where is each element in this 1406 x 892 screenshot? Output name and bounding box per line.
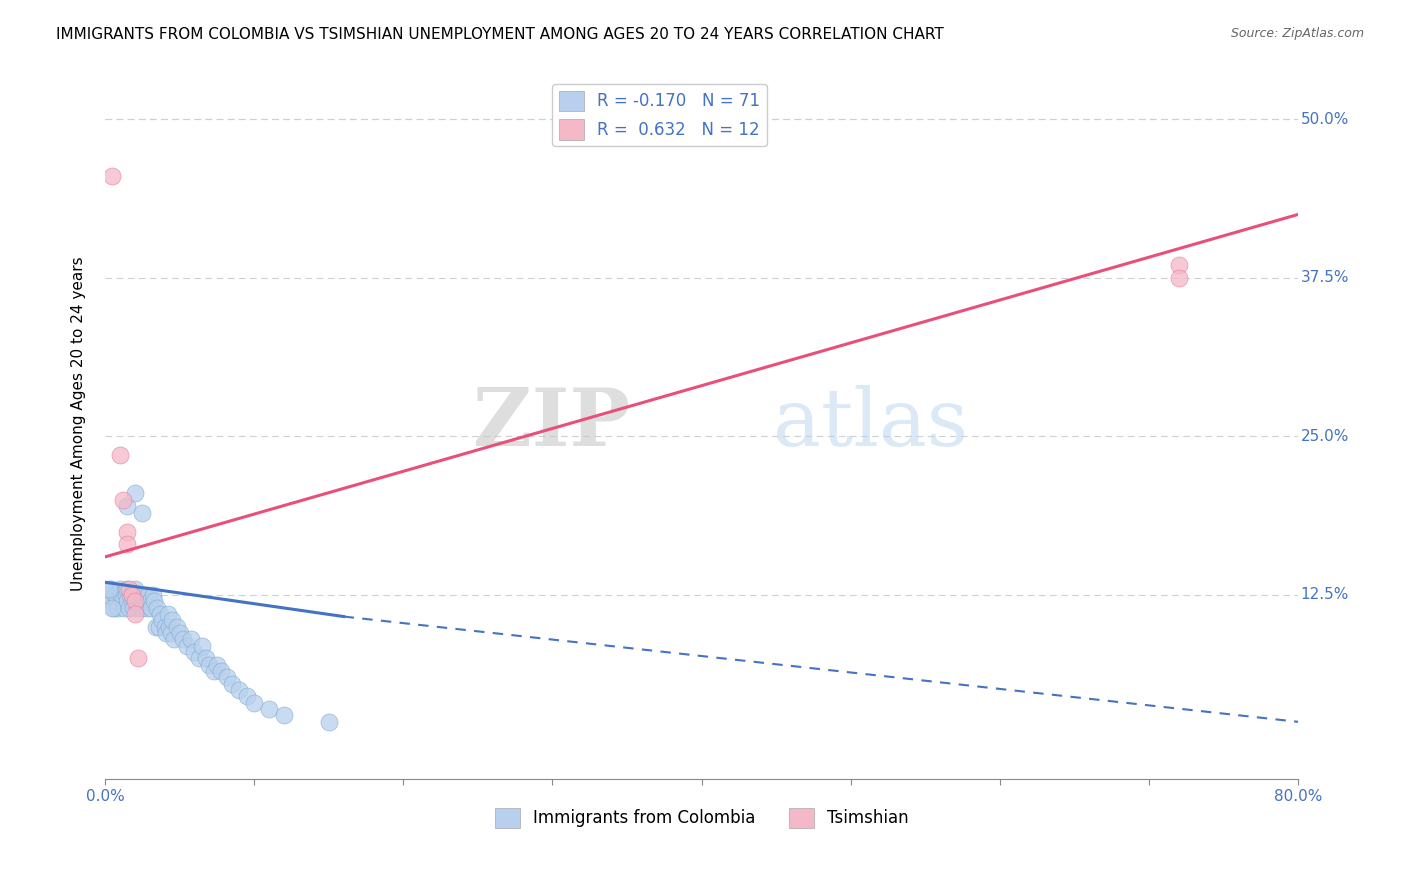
Text: ZIP: ZIP — [472, 384, 630, 463]
Point — [128, 588, 150, 602]
Point — [172, 632, 194, 647]
Point — [115, 588, 138, 602]
Point — [127, 651, 149, 665]
Point — [148, 620, 170, 634]
Point — [257, 702, 280, 716]
Point — [146, 600, 169, 615]
Point — [1167, 270, 1189, 285]
Point — [124, 588, 146, 602]
Text: 50.0%: 50.0% — [1301, 112, 1348, 127]
Point — [98, 588, 121, 602]
Point — [228, 683, 250, 698]
Text: IMMIGRANTS FROM COLOMBIA VS TSIMSHIAN UNEMPLOYMENT AMONG AGES 20 TO 24 YEARS COR: IMMIGRANTS FROM COLOMBIA VS TSIMSHIAN UN… — [56, 27, 943, 42]
Point — [103, 600, 125, 615]
Text: 25.0%: 25.0% — [1301, 429, 1348, 444]
Point — [162, 632, 184, 647]
Point — [108, 449, 131, 463]
Point — [117, 582, 139, 596]
Point — [101, 600, 124, 615]
Point — [124, 582, 146, 596]
Point — [195, 651, 218, 665]
Point — [141, 600, 163, 615]
Point — [188, 651, 211, 665]
Text: Source: ZipAtlas.com: Source: ZipAtlas.com — [1230, 27, 1364, 40]
Point — [117, 524, 139, 539]
Point — [131, 506, 153, 520]
Point — [217, 670, 239, 684]
Point — [156, 607, 179, 621]
Point — [157, 620, 180, 634]
Point — [205, 657, 228, 672]
Point — [101, 594, 124, 608]
Point — [183, 645, 205, 659]
Point — [125, 594, 148, 608]
Point — [118, 600, 141, 615]
Point — [159, 626, 181, 640]
Point — [155, 626, 177, 640]
Point — [160, 613, 183, 627]
Point — [1167, 258, 1189, 272]
Text: 12.5%: 12.5% — [1301, 588, 1348, 602]
Point — [124, 486, 146, 500]
Point — [124, 607, 146, 621]
Point — [149, 607, 172, 621]
Point — [117, 499, 139, 513]
Point — [191, 639, 214, 653]
Point — [169, 626, 191, 640]
Point — [202, 664, 225, 678]
Point — [153, 620, 176, 634]
Point — [100, 582, 122, 596]
Point — [209, 664, 232, 678]
Y-axis label: Unemployment Among Ages 20 to 24 years: Unemployment Among Ages 20 to 24 years — [72, 256, 86, 591]
Point — [143, 594, 166, 608]
Point — [112, 600, 135, 615]
Point — [198, 657, 221, 672]
Point — [120, 588, 142, 602]
Text: atlas: atlas — [773, 384, 969, 463]
Point — [104, 588, 127, 602]
Point — [166, 620, 188, 634]
Point — [145, 620, 167, 634]
Point — [136, 588, 159, 602]
Point — [111, 594, 134, 608]
Point — [221, 677, 243, 691]
Point — [127, 600, 149, 615]
Point — [134, 594, 156, 608]
Point — [135, 600, 157, 615]
Point — [118, 582, 141, 596]
Point — [132, 588, 155, 602]
Point — [235, 690, 257, 704]
Point — [108, 582, 131, 596]
Point — [111, 492, 134, 507]
Point — [124, 594, 146, 608]
Point — [107, 600, 129, 615]
Text: 37.5%: 37.5% — [1301, 270, 1348, 285]
Point — [98, 582, 121, 596]
Point — [117, 537, 139, 551]
Point — [318, 714, 340, 729]
Point — [138, 594, 160, 608]
Point — [121, 588, 143, 602]
Point — [180, 632, 202, 647]
Point — [129, 594, 152, 608]
Point — [243, 696, 266, 710]
Point — [105, 594, 128, 608]
Point — [101, 169, 124, 184]
Point — [131, 600, 153, 615]
Point — [273, 708, 295, 723]
Point — [110, 588, 132, 602]
Point — [142, 588, 165, 602]
Point — [117, 594, 139, 608]
Legend: Immigrants from Colombia, Tsimshian: Immigrants from Colombia, Tsimshian — [488, 801, 915, 835]
Point — [122, 600, 145, 615]
Point — [150, 613, 173, 627]
Point — [176, 639, 198, 653]
Point — [121, 594, 143, 608]
